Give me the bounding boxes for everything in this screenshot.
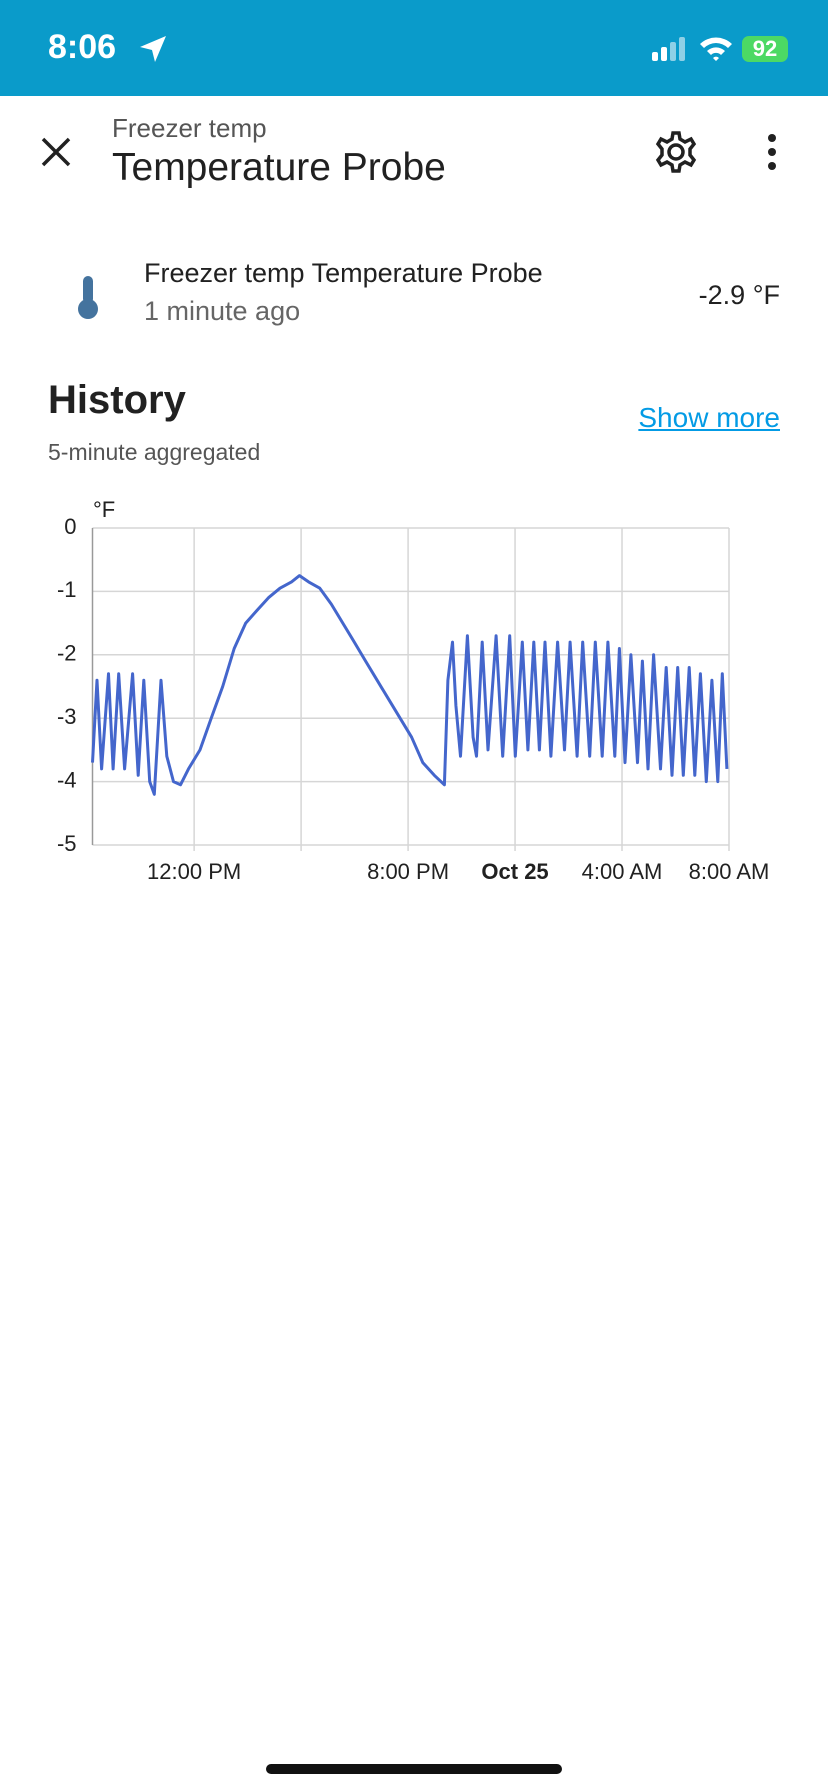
dialog-title: Temperature Probe [112, 146, 446, 189]
y-unit: °F [93, 497, 115, 522]
close-button[interactable] [38, 134, 74, 170]
y-tick-label: -5 [57, 831, 77, 856]
x-tick-label: 8:00 PM [367, 859, 449, 884]
y-tick-label: 0 [64, 514, 76, 539]
battery: 92 [742, 36, 788, 62]
x-tick-label: 8:00 AM [689, 859, 770, 884]
home-indicator [266, 1764, 562, 1774]
clock: 8:06 [48, 28, 117, 66]
wifi-icon [700, 37, 732, 61]
x-tick-label: 4:00 AM [582, 859, 663, 884]
dialog-subtitle: Freezer temp [112, 113, 267, 143]
x-tick-label: Oct 25 [481, 859, 548, 884]
entity-state: -2.9 °F [698, 280, 780, 310]
signal-icon [652, 37, 685, 61]
y-tick-label: -4 [57, 767, 77, 792]
y-tick-label: -3 [57, 704, 77, 729]
settings-button[interactable] [654, 130, 698, 174]
data-line [91, 574, 729, 796]
y-tick-label: -2 [57, 641, 77, 666]
thermometer-icon [78, 276, 98, 319]
entity-name: Freezer temp Temperature Probe [144, 258, 543, 288]
entity-updated: 1 minute ago [144, 296, 301, 326]
history-chart: °F 0 -1 -2 -3 -4 -5 12:00 PM 8:00 PM Oct 25 4:00 … [57, 497, 770, 884]
show-more-link[interactable]: Show more [638, 402, 780, 433]
status-bar: 8:06 92 [0, 0, 828, 96]
history-note: 5-minute aggregated [48, 439, 261, 465]
y-tick-label: -1 [57, 577, 77, 602]
history-title: History [48, 378, 186, 422]
x-tick-label: 12:00 PM [147, 859, 241, 884]
more-button[interactable] [760, 132, 784, 172]
location-icon [140, 36, 166, 62]
